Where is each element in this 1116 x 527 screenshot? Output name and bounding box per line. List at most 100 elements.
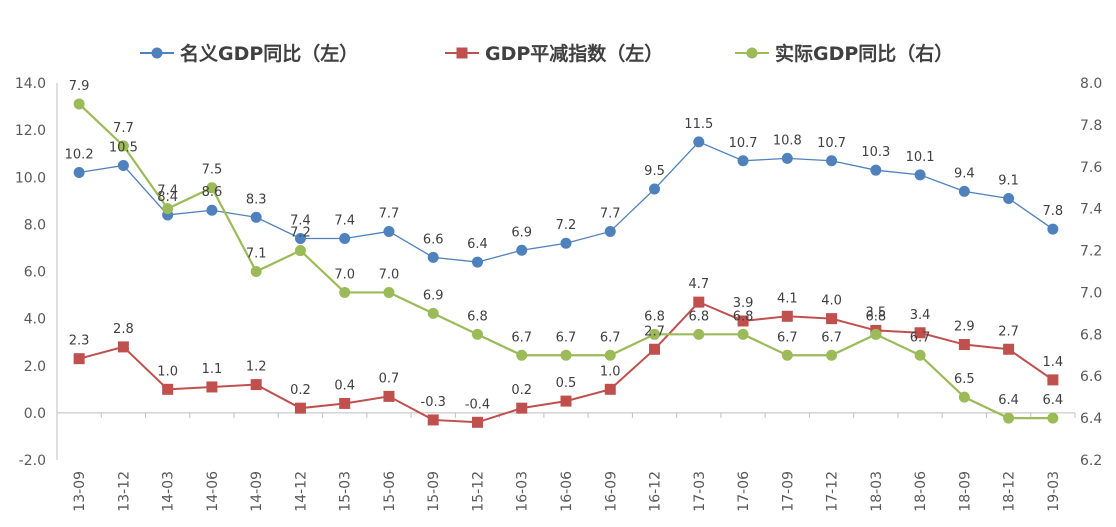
series-2-point	[737, 328, 749, 340]
x-tick-label: 16-06	[559, 471, 575, 512]
series-1-point	[294, 402, 306, 414]
x-tick-label: 15-06	[382, 471, 398, 512]
series-0-point	[427, 251, 439, 263]
series-1-data-label: 1.0	[157, 364, 178, 379]
legend-marker-2	[746, 47, 758, 59]
series-0-point	[781, 152, 793, 164]
legend-label-2: 实际GDP同比（右）	[775, 42, 953, 65]
x-tick-label: 13-12	[116, 471, 132, 512]
series-2-point	[471, 328, 483, 340]
series-0-data-label: 10.8	[773, 133, 802, 148]
series-0-data-label: 10.2	[65, 148, 94, 163]
series-1-data-label: 3.4	[910, 308, 931, 323]
series-2-point	[294, 245, 306, 257]
y-left-tick-label: 10.0	[15, 170, 46, 186]
series-1-data-label: 0.4	[334, 378, 355, 393]
series-1-data-label: 0.5	[556, 376, 577, 391]
series-1-point	[117, 341, 129, 353]
series-2-data-label: 6.7	[777, 330, 798, 345]
series-1-point	[383, 390, 395, 402]
series-0-point	[471, 256, 483, 268]
series-1-point	[1047, 374, 1059, 386]
series-2-point	[1047, 412, 1059, 424]
series-1-point	[914, 327, 926, 339]
x-tick-label: 18-06	[913, 471, 929, 512]
series-2-point	[339, 286, 351, 298]
series-1-point	[250, 379, 262, 391]
series-0-point	[117, 159, 129, 171]
x-tick-label: 19-03	[1046, 471, 1062, 512]
series-2-point	[516, 349, 528, 361]
series-1-data-label: 1.1	[202, 362, 223, 377]
series-2-point	[781, 349, 793, 361]
series-2-data-label: 6.7	[600, 330, 621, 345]
series-2-point	[604, 349, 616, 361]
data-labels-layer: 10.2 10.58.4 8.6 8.37.4 7.4 7.76.6 6.46.9 7.27.…	[65, 79, 1064, 412]
series-0-data-label: 7.7	[379, 206, 400, 221]
series-0-point	[206, 204, 218, 216]
y-left-tick-label: 14.0	[15, 76, 46, 92]
series-2-point	[693, 328, 705, 340]
series-2-data-label: 7.0	[379, 267, 400, 282]
x-tick-label: 14-09	[249, 471, 265, 512]
series-0-data-label: 10.1	[906, 150, 935, 165]
series-2-data-label: 7.5	[202, 163, 223, 178]
y-right-tick-label: 6.2	[1080, 453, 1102, 469]
series-2-data-label: 6.9	[423, 288, 444, 303]
series-2-data-label: 7.2	[290, 226, 311, 241]
series-1-data-label: 0.2	[290, 383, 311, 398]
x-tick-label: 18-03	[869, 471, 885, 512]
series-0-data-label: 9.5	[644, 164, 665, 179]
series-1-point	[162, 383, 174, 395]
y-left-tick-label: 6.0	[24, 265, 46, 281]
x-tick-label: 17-12	[825, 471, 841, 512]
series-0-data-label: 7.4	[290, 214, 311, 229]
x-tick-label: 16-09	[603, 471, 619, 512]
x-tick-label: 17-06	[736, 471, 752, 512]
series-1-point	[339, 397, 351, 409]
x-tick-label: 13-09	[72, 471, 88, 512]
y-left-tick-label: 0.0	[24, 406, 46, 422]
legend-marker-0	[151, 47, 163, 59]
series-2-data-label: 7.4	[157, 184, 178, 199]
series-0-data-label: 11.5	[684, 117, 713, 132]
series-1-data-label: 1.2	[246, 360, 267, 375]
x-tick-label: 14-06	[205, 471, 221, 512]
series-1-data-label: 4.7	[688, 277, 709, 292]
y-left-tick-label: 12.0	[15, 123, 46, 139]
series-0-point	[870, 164, 882, 176]
x-tick-label: 18-09	[957, 471, 973, 512]
series-0-point	[826, 155, 838, 167]
series-0-data-label: 8.4	[157, 190, 178, 205]
series-2-data-label: 6.8	[467, 309, 488, 324]
series-1-point	[427, 414, 439, 426]
series-0-data-label: 7.7	[600, 206, 621, 221]
series-1-data-label: -0.3	[421, 395, 446, 410]
x-tick-label: 17-09	[780, 471, 796, 512]
series-2-point	[826, 349, 838, 361]
series-0-point	[294, 233, 306, 245]
series-2-point	[162, 203, 174, 215]
series-0-data-label: 9.1	[998, 173, 1019, 188]
series-1-data-label: 1.0	[600, 364, 621, 379]
legend-label-1: GDP平减指数（左）	[485, 42, 663, 65]
series-1-data-label: -0.4	[465, 397, 490, 412]
series-1-data-label: 3.5	[865, 305, 886, 320]
series-2-data-label: 6.8	[733, 309, 754, 324]
series-2-data-label: 6.5	[954, 372, 975, 387]
series-0-point	[383, 225, 395, 237]
y-right-tick-label: 7.2	[1080, 244, 1102, 260]
series-1-data-label: 3.9	[733, 296, 754, 311]
series-1-data-label: 2.9	[954, 320, 975, 335]
series-2-point	[649, 328, 661, 340]
series-2-data-label: 6.4	[1043, 393, 1064, 408]
y-left-tick-label: -2.0	[19, 453, 46, 469]
series-2-point	[1003, 412, 1015, 424]
series-2-data-label: 6.8	[865, 309, 886, 324]
series-1-point	[471, 416, 483, 428]
series-0-point	[560, 237, 572, 249]
series-1-point	[649, 343, 661, 355]
series-2-point	[117, 140, 129, 152]
series-1-point	[958, 339, 970, 351]
series-2-data-label: 7.7	[113, 121, 134, 136]
